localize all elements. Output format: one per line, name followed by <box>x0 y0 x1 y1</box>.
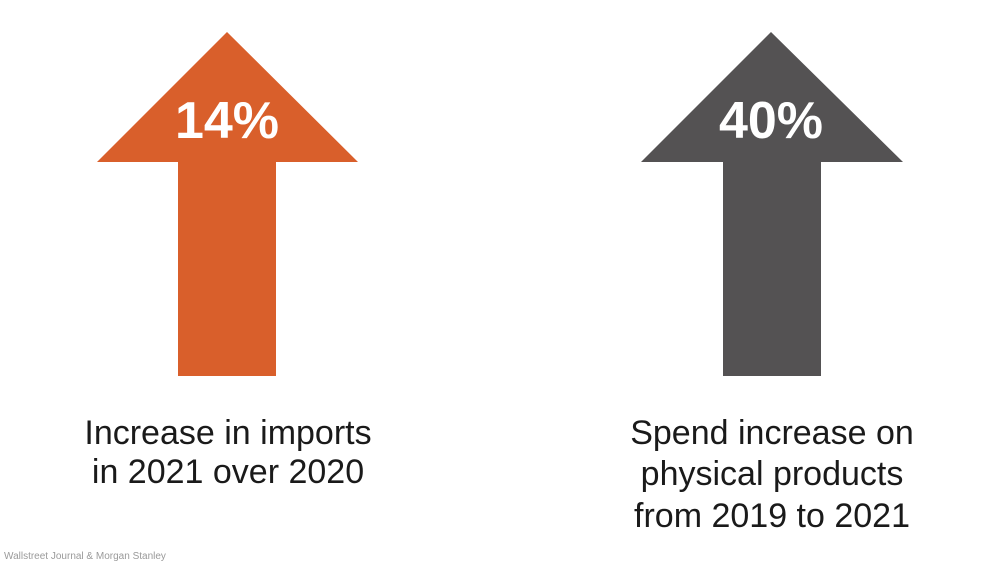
stat-description: in 2021 over 2020 <box>92 453 364 491</box>
arrow-up-gray <box>641 32 903 376</box>
source-note: Wallstreet Journal & Morgan Stanley <box>4 551 166 562</box>
stat-description: Increase in imports <box>84 414 371 452</box>
stat-value: 14% <box>175 92 279 150</box>
stat-description: Spend increase on <box>630 414 914 452</box>
stat-description: from 2019 to 2021 <box>634 497 910 535</box>
arrow-up-orange <box>97 32 358 376</box>
stat-description: physical products <box>641 455 904 493</box>
stat-value: 40% <box>719 92 823 150</box>
